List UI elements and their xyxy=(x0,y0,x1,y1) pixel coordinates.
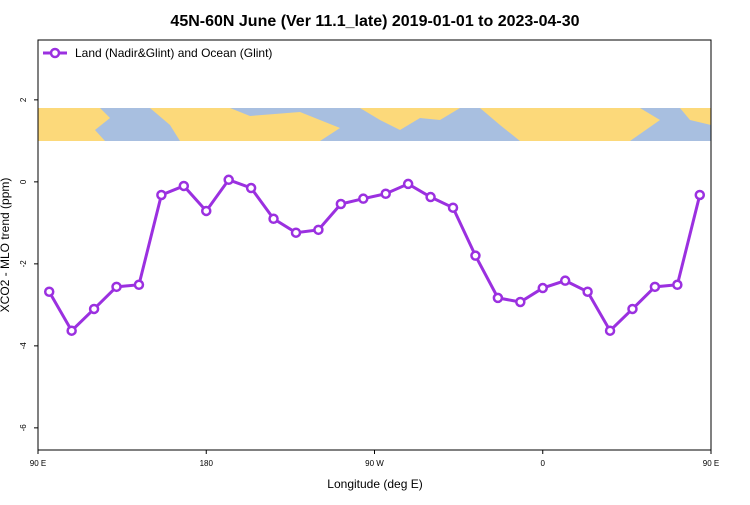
point xyxy=(604,325,616,336)
legend-label: Land (Nadir&Glint) and Ocean (Glint) xyxy=(75,46,272,60)
point xyxy=(290,227,302,238)
point xyxy=(515,296,526,308)
x-tick-label: 90 W xyxy=(365,459,384,468)
point xyxy=(470,250,481,261)
point xyxy=(537,282,548,294)
point xyxy=(178,180,190,192)
y-axis-label: XCO2 - MLO trend (ppm) xyxy=(0,178,12,313)
point xyxy=(649,281,661,293)
point xyxy=(66,325,77,336)
point xyxy=(559,275,571,286)
y-tick-label: 0 xyxy=(19,179,28,184)
plot-frame xyxy=(37,39,712,451)
point xyxy=(43,286,55,297)
series-line xyxy=(47,178,702,334)
point xyxy=(447,202,459,213)
point xyxy=(133,279,145,291)
x-tick-label: 90 E xyxy=(30,459,46,468)
legend-marker xyxy=(49,47,61,59)
y-tick-label: -2 xyxy=(19,260,28,268)
point xyxy=(492,292,504,304)
point xyxy=(627,303,638,315)
point xyxy=(694,189,706,201)
y-tick-label: -6 xyxy=(19,424,28,432)
x-tick-label: 0 xyxy=(541,459,546,468)
point xyxy=(268,213,279,225)
point xyxy=(672,279,683,291)
point xyxy=(358,193,369,204)
x-tick-label: 180 xyxy=(200,459,214,468)
point xyxy=(582,286,593,297)
point xyxy=(111,281,122,293)
x-axis-label: Longitude (deg E) xyxy=(327,477,422,491)
y-tick-label: 2 xyxy=(19,97,28,102)
point xyxy=(425,191,436,203)
point xyxy=(245,182,257,194)
x-tick-label: 90 E xyxy=(703,459,719,468)
map-band xyxy=(38,108,711,141)
y-tick-label: -4 xyxy=(19,342,28,350)
point xyxy=(223,174,234,186)
point xyxy=(335,198,347,210)
point xyxy=(88,303,100,315)
point xyxy=(156,189,167,201)
point xyxy=(380,188,391,199)
point xyxy=(313,224,324,236)
point xyxy=(201,205,212,217)
point xyxy=(402,178,414,190)
chart-title: 45N-60N June (Ver 11.1_late) 2019-01-01 … xyxy=(170,13,579,30)
